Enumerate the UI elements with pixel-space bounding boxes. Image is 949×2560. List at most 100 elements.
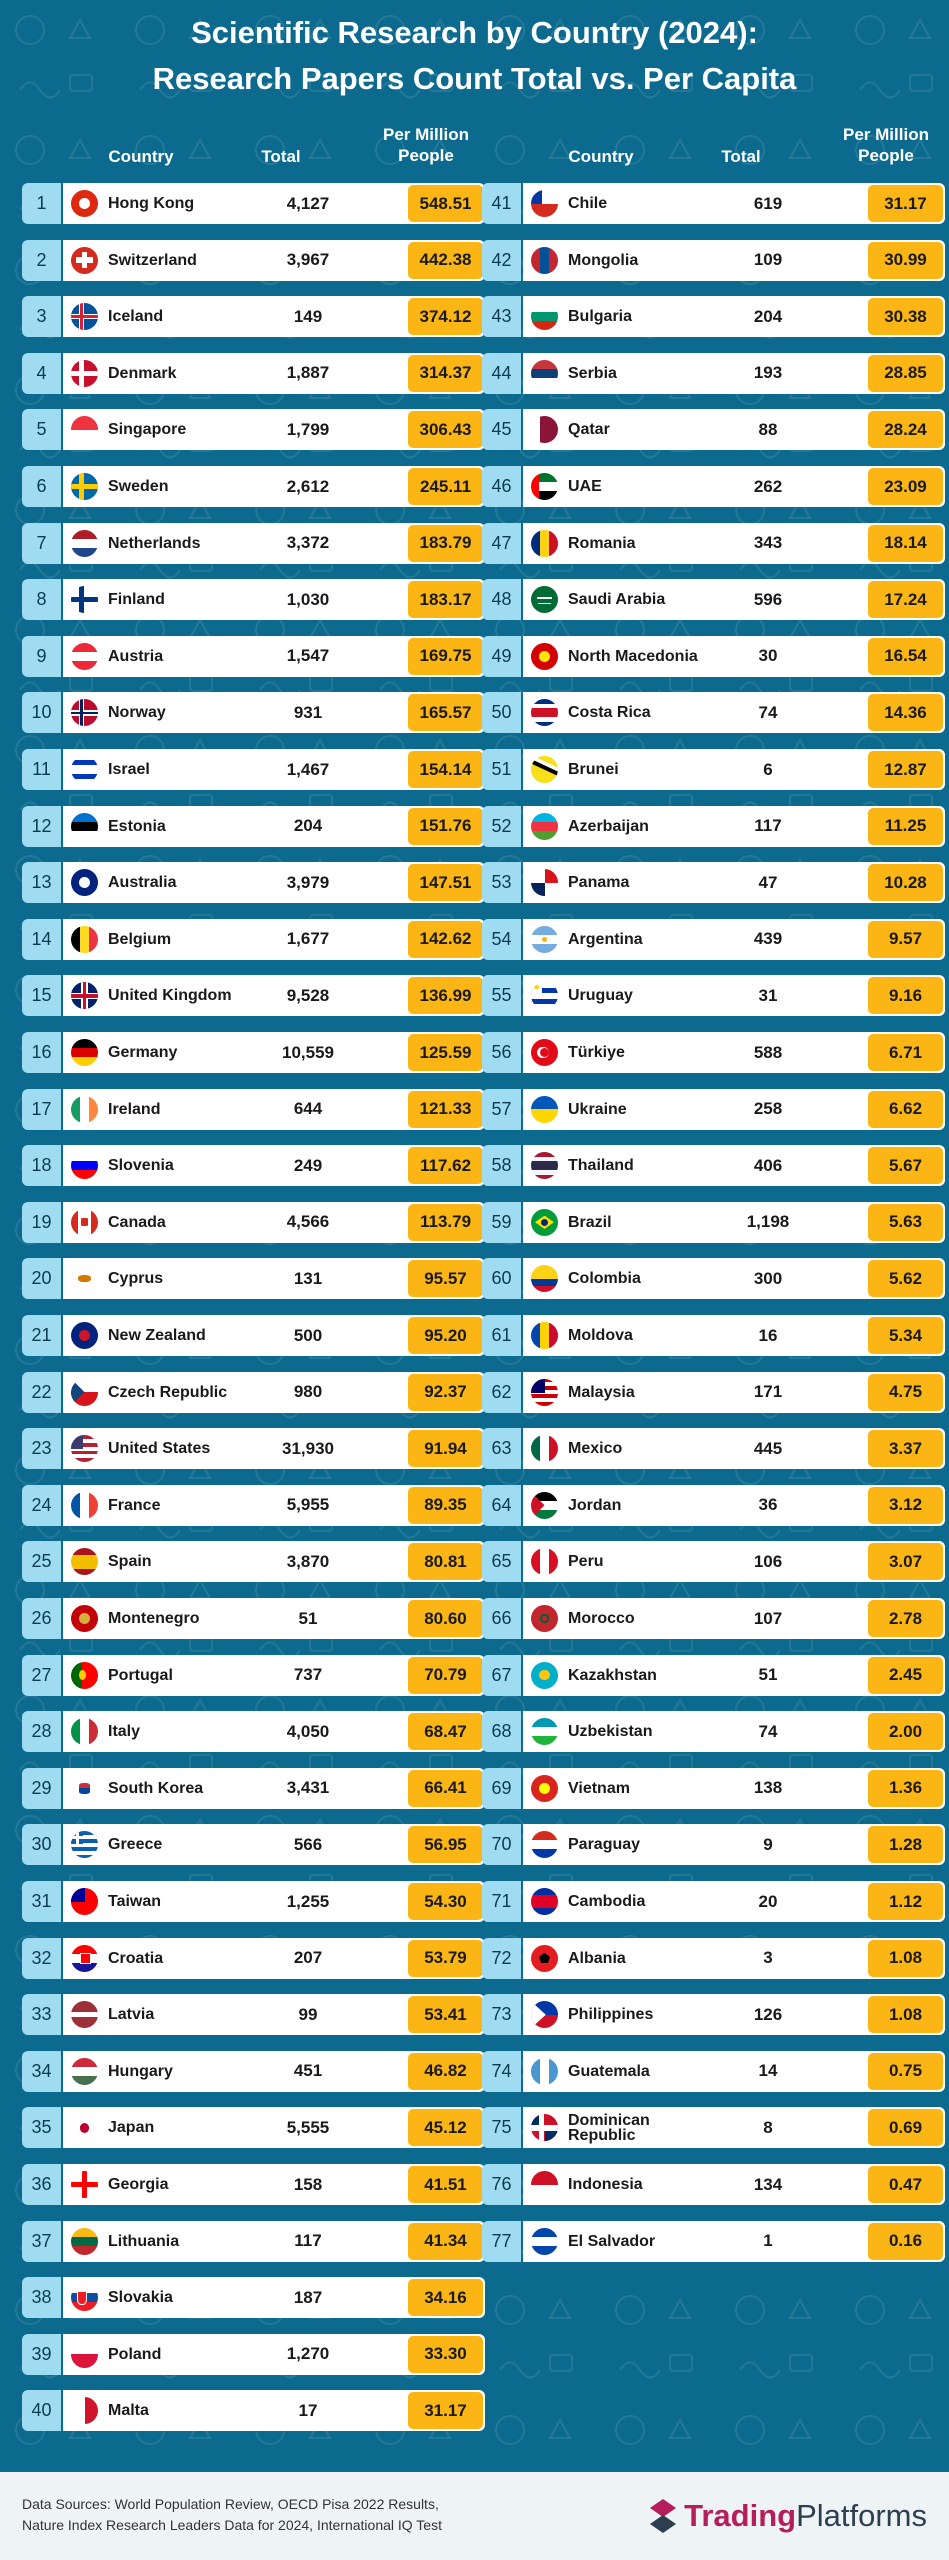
bg-flag-icon [531, 303, 558, 331]
total-papers: 737 [293, 1665, 323, 1685]
vn-flag-icon [531, 1774, 558, 1802]
rank-cell: 15 [22, 975, 61, 1017]
per-million-value: 31.17 [868, 185, 943, 222]
total-papers: 51 [758, 1665, 778, 1685]
rank-cell: 11 [22, 749, 61, 790]
header-per-million-left: Per Million People [371, 124, 481, 166]
cy-flag-icon [71, 1265, 98, 1293]
row-body: Kazakhstan 51 2.45 [523, 1654, 945, 1696]
rank-cell: 54 [482, 918, 521, 960]
rank-cell: 69 [482, 1767, 521, 1809]
id-flag-icon [531, 2171, 558, 2198]
country-name: UAE [568, 478, 602, 495]
table-row: 61 Moldova 16 5.34 [482, 1315, 947, 1356]
total-papers: 258 [753, 1099, 783, 1119]
country-name: Singapore [108, 421, 187, 439]
rank-cell: 10 [22, 692, 61, 734]
table-row: 53 Panama 47 10.28 [482, 862, 947, 904]
pe-flag-icon [531, 1548, 558, 1576]
country-name: Iceland [108, 308, 164, 326]
per-million-value: 56.95 [408, 1826, 483, 1864]
table-row: 59 Brazil 1,198 5.63 [482, 1201, 947, 1243]
table-row: 34 Hungary 451 46.82 [22, 2050, 487, 2092]
total-papers: 1,799 [286, 419, 330, 439]
cr-flag-icon [531, 699, 558, 727]
country-name: Kazakhstan [568, 1666, 657, 1684]
table-row: 49 North Macedonia 30 16.54 [482, 635, 947, 677]
th-flag-icon [531, 1152, 558, 1180]
per-million-value: 5.67 [868, 1147, 943, 1185]
rank-cell: 66 [482, 1598, 521, 1639]
country-name: Brazil [568, 1213, 612, 1231]
per-million-value: 142.62 [408, 920, 483, 958]
rank-cell: 2 [22, 239, 61, 281]
total-papers: 9 [763, 1834, 773, 1854]
ge-flag-icon [71, 2171, 98, 2198]
country-name: Brunei [568, 761, 619, 778]
per-million-value: 6.62 [868, 1090, 943, 1128]
country-name: Germany [108, 1044, 178, 1061]
rank-cell: 56 [482, 1032, 521, 1073]
table-row: 56 Türkiye 588 6.71 [482, 1032, 947, 1073]
table-row: 18 Slovenia 249 117.62 [22, 1145, 487, 1187]
rank-cell: 74 [482, 2050, 521, 2092]
cz-flag-icon [71, 1378, 98, 1406]
table-row: 67 Kazakhstan 51 2.45 [482, 1654, 947, 1696]
per-million-value: 46.82 [408, 2052, 483, 2090]
total-papers: 36 [758, 1495, 778, 1515]
country-name: Greece [108, 1836, 163, 1854]
si-flag-icon [71, 1152, 98, 1180]
total-papers: 88 [758, 419, 778, 439]
per-million-value: 169.75 [408, 637, 483, 675]
at-flag-icon [71, 642, 98, 670]
row-body: Czech Republic 980 92.37 [63, 1371, 485, 1413]
mk-flag-icon [531, 642, 558, 670]
rs-flag-icon [531, 359, 558, 387]
uy-flag-icon [531, 982, 558, 1010]
rank-cell: 31 [22, 1881, 61, 1922]
table-row: 48 Saudi Arabia 596 17.24 [482, 579, 947, 621]
tr-flag-icon [531, 1039, 558, 1066]
country-name: Mongolia [568, 251, 639, 269]
per-million-value: 33.30 [408, 2335, 483, 2373]
country-name: Georgia [108, 2176, 169, 2193]
rank-cell: 14 [22, 918, 61, 960]
rank-cell: 3 [22, 296, 61, 338]
table-row: 45 Qatar 88 28.24 [482, 409, 947, 451]
table-row: 31 Taiwan 1,255 54.30 [22, 1881, 487, 1922]
total-papers: 193 [753, 363, 783, 383]
country-name: Azerbaijan [568, 817, 649, 835]
total-papers: 3,372 [286, 533, 330, 553]
total-papers: 588 [753, 1042, 783, 1062]
total-papers: 4,566 [286, 1212, 330, 1232]
per-million-value: 1.28 [868, 1826, 943, 1864]
md-flag-icon [531, 1322, 558, 1349]
total-papers: 566 [293, 1834, 323, 1854]
total-papers: 126 [753, 2004, 783, 2024]
total-papers: 500 [293, 1325, 323, 1345]
row-body: Brazil 1,198 5.63 [523, 1201, 945, 1243]
per-million-value: 54.30 [408, 1883, 483, 1920]
country-name: Ireland [108, 1100, 161, 1118]
table-row: 11 Israel 1,467 154.14 [22, 749, 487, 790]
per-million-value: 1.08 [868, 1939, 943, 1977]
per-million-value: 5.62 [868, 1260, 943, 1298]
table-row: 7 Netherlands 3,372 183.79 [22, 522, 487, 564]
rank-cell: 47 [482, 522, 521, 564]
total-papers: 51 [298, 1608, 318, 1628]
rank-cell: 73 [482, 1994, 521, 2036]
br-flag-icon [531, 1208, 558, 1236]
table-row: 20 Cyprus 131 95.57 [22, 1258, 487, 1300]
header-per-million-line1: Per Million [843, 125, 929, 144]
row-body: North Macedonia 30 16.54 [523, 635, 945, 677]
per-million-value: 374.12 [408, 298, 483, 336]
data-sources: Data Sources: World Population Review, O… [22, 2494, 542, 2536]
total-papers: 451 [293, 2061, 323, 2081]
table-row: 76 Indonesia 134 0.47 [482, 2164, 947, 2205]
per-million-value: 1.12 [868, 1883, 943, 1920]
rank-cell: 65 [482, 1541, 521, 1583]
country-name: Hong Kong [108, 195, 195, 212]
total-papers: 1,467 [286, 759, 330, 779]
per-million-value: 2.00 [868, 1713, 943, 1751]
jp-flag-icon [71, 2114, 98, 2142]
